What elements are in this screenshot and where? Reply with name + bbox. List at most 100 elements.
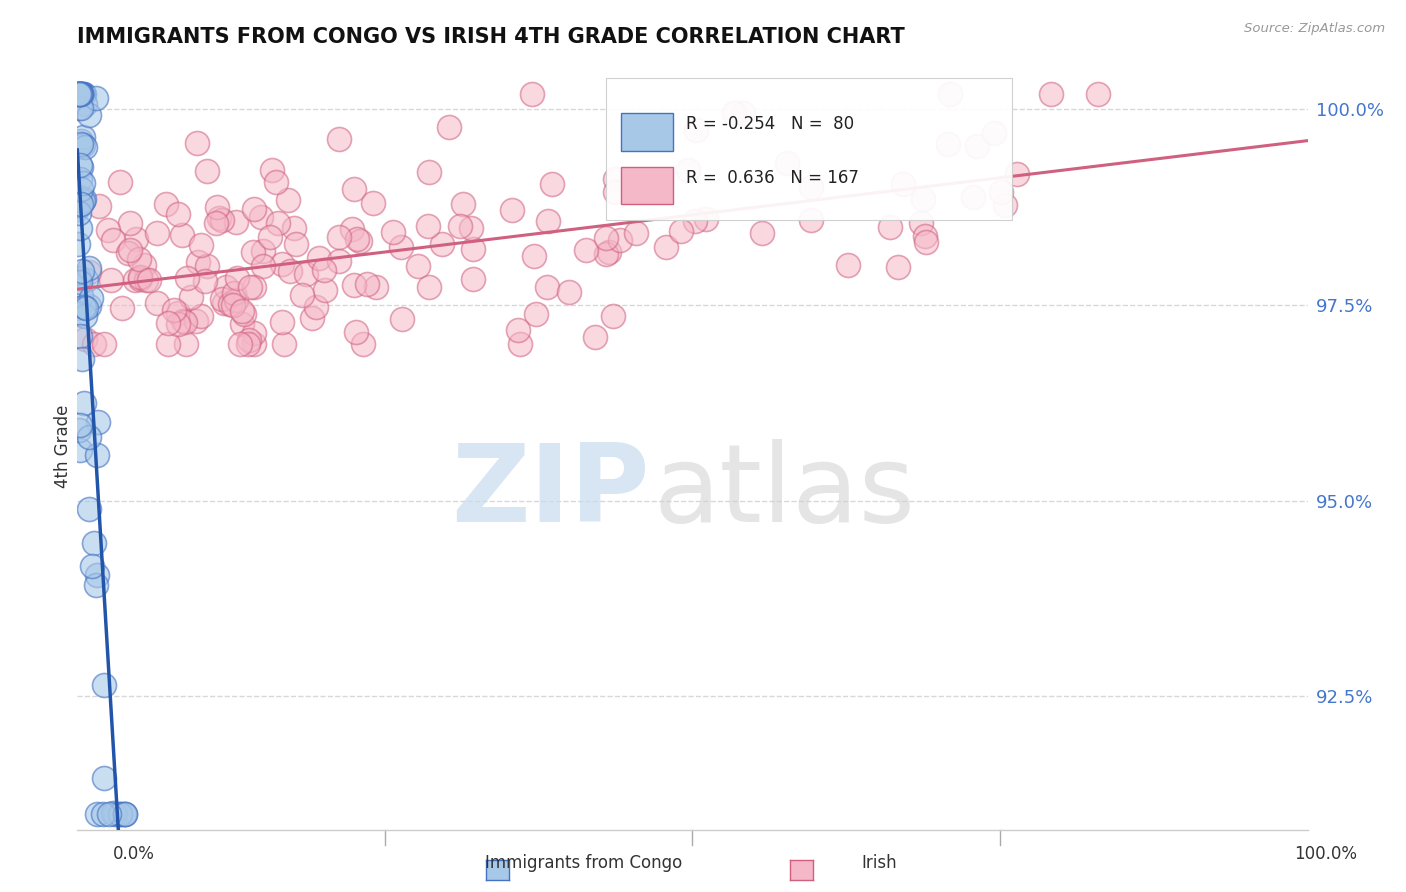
Point: [226, 271, 249, 285]
Point: [364, 280, 387, 294]
Point: [723, 106, 745, 120]
Point: [69, 443, 91, 458]
Point: [273, 337, 295, 351]
Point: [66, 198, 89, 212]
FancyBboxPatch shape: [606, 78, 1012, 219]
Point: [77, 108, 100, 122]
Point: [520, 87, 543, 101]
Point: [69, 196, 91, 211]
Point: [173, 315, 195, 329]
Point: [67, 87, 90, 101]
Point: [69, 101, 91, 115]
Point: [110, 175, 132, 189]
Point: [389, 240, 412, 254]
Point: [170, 228, 193, 243]
Point: [215, 280, 238, 294]
Point: [66, 87, 89, 101]
Point: [271, 315, 294, 329]
Text: Source: ZipAtlas.com: Source: ZipAtlas.com: [1244, 22, 1385, 36]
Point: [936, 137, 959, 152]
Point: [197, 164, 219, 178]
Point: [70, 137, 93, 152]
Point: [603, 185, 626, 199]
Point: [190, 309, 212, 323]
Point: [70, 87, 93, 101]
Point: [205, 201, 228, 215]
Point: [540, 178, 562, 192]
Point: [776, 156, 799, 170]
Point: [101, 806, 124, 821]
Text: 0.0%: 0.0%: [112, 845, 155, 863]
Point: [340, 221, 363, 235]
Point: [585, 330, 607, 344]
Point: [669, 223, 692, 237]
Point: [328, 254, 350, 268]
Point: [124, 273, 146, 287]
Point: [990, 186, 1012, 200]
Point: [391, 312, 413, 326]
Point: [134, 258, 156, 272]
Point: [87, 416, 110, 430]
Point: [314, 283, 336, 297]
Point: [77, 430, 100, 444]
Point: [683, 214, 706, 228]
Point: [222, 298, 245, 312]
Point: [174, 337, 197, 351]
Point: [69, 158, 91, 172]
Point: [259, 230, 281, 244]
Point: [72, 192, 94, 206]
Point: [204, 216, 226, 230]
Point: [437, 120, 460, 134]
Point: [104, 806, 127, 821]
Point: [195, 259, 218, 273]
Point: [69, 276, 91, 290]
Point: [252, 244, 274, 259]
Point: [70, 160, 93, 174]
Point: [70, 182, 93, 196]
Point: [352, 337, 374, 351]
Point: [800, 179, 823, 194]
Point: [308, 251, 330, 265]
Point: [72, 351, 94, 366]
Point: [800, 213, 823, 227]
Point: [501, 202, 523, 217]
Point: [250, 210, 273, 224]
Point: [75, 301, 97, 315]
Point: [238, 334, 260, 348]
Point: [98, 806, 121, 821]
FancyBboxPatch shape: [621, 167, 673, 204]
Point: [180, 290, 202, 304]
Point: [135, 273, 157, 287]
Point: [67, 87, 90, 101]
Point: [509, 336, 531, 351]
Point: [1007, 167, 1029, 181]
Point: [67, 101, 90, 115]
Point: [602, 310, 624, 324]
Point: [449, 219, 471, 233]
Point: [167, 317, 190, 331]
Y-axis label: 4th Grade: 4th Grade: [53, 404, 72, 488]
Point: [252, 259, 274, 273]
Point: [887, 260, 910, 274]
Point: [79, 291, 101, 305]
Point: [225, 293, 247, 307]
Point: [211, 293, 233, 307]
Point: [69, 87, 91, 101]
Point: [233, 307, 256, 321]
Point: [70, 87, 93, 101]
Point: [114, 806, 136, 821]
Point: [138, 273, 160, 287]
Point: [93, 678, 115, 692]
Point: [430, 236, 453, 251]
Point: [451, 197, 474, 211]
Point: [346, 232, 368, 246]
Point: [80, 559, 103, 574]
Point: [111, 301, 134, 315]
Point: [211, 213, 233, 227]
Point: [914, 228, 936, 243]
Point: [243, 280, 266, 294]
Point: [93, 806, 115, 821]
Point: [190, 238, 212, 252]
Point: [595, 231, 617, 245]
Point: [356, 277, 378, 291]
